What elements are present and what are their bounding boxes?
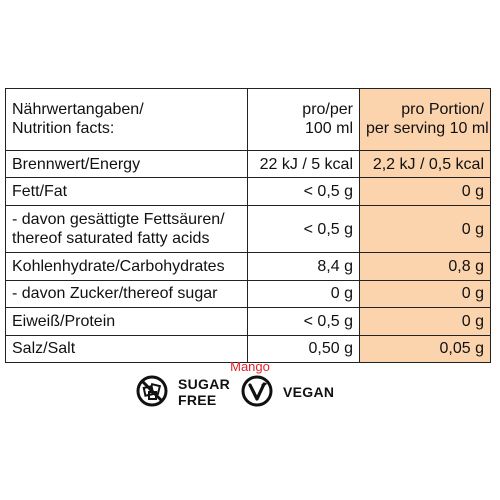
flavor-label: Mango <box>230 359 270 374</box>
row-serving: 0 g <box>359 204 491 254</box>
row-label: - davon gesättigte Fettsäuren/ thereof s… <box>5 204 248 254</box>
header-label-line2: Nutrition facts: <box>12 120 115 138</box>
sugar-free-line2: FREE <box>178 392 217 408</box>
row-label: Fett/Fat <box>5 177 248 206</box>
nutrition-table: Nährwertangaben/ Nutrition facts: pro/pe… <box>5 88 491 364</box>
header-serving-line1: pro Portion/ <box>401 101 484 119</box>
row-per100: 8,4 g <box>247 252 360 281</box>
row-label-line1: - davon gesättigte Fettsäuren/ <box>12 211 225 229</box>
header-serving-line2: per serving 10 ml <box>366 120 489 138</box>
header-label-cell: Nährwertangaben/ Nutrition facts: <box>5 88 248 151</box>
row-per100: < 0,5 g <box>247 204 360 254</box>
sugar-free-line1: SUGAR <box>178 376 231 392</box>
row-label: Kohlenhydrate/Carbohydrates <box>5 252 248 281</box>
sugar-free-label: SUGAR FREE <box>178 376 230 408</box>
table-row-energy: Brennwert/Energy 22 kJ / 5 kcal 2,2 kJ /… <box>5 149 491 179</box>
table-row-saturated-fat: - davon gesättigte Fettsäuren/ thereof s… <box>5 204 491 254</box>
header-per100-line1: pro/per <box>302 101 353 119</box>
footer-badges: Mango SUGAR FREE VEGAN <box>0 360 500 420</box>
row-per100: 22 kJ / 5 kcal <box>247 149 360 179</box>
row-label: Brennwert/Energy <box>5 149 248 179</box>
table-row-fat: Fett/Fat < 0,5 g 0 g <box>5 177 491 206</box>
row-serving: 0 g <box>359 177 491 206</box>
row-label: - davon Zucker/thereof sugar <box>5 279 248 309</box>
row-per100: < 0,5 g <box>247 307 360 336</box>
row-label-line2: thereof saturated fatty acids <box>12 230 210 248</box>
header-per100-cell: pro/per 100 ml <box>247 88 360 151</box>
row-serving: 2,2 kJ / 0,5 kcal <box>359 149 491 179</box>
vegan-v-leaf-icon <box>241 375 273 407</box>
row-serving: 0,05 g <box>359 334 491 364</box>
row-serving: 0 g <box>359 279 491 309</box>
vegan-label: VEGAN <box>283 384 335 400</box>
row-per100: 0 g <box>247 279 360 309</box>
row-serving: 0,8 g <box>359 252 491 281</box>
row-label: Eiweiß/Protein <box>5 307 248 336</box>
table-row-carbohydrates: Kohlenhydrate/Carbohydrates 8,4 g 0,8 g <box>5 252 491 281</box>
row-per100: < 0,5 g <box>247 177 360 206</box>
table-row-protein: Eiweiß/Protein < 0,5 g 0 g <box>5 307 491 336</box>
row-per100: 0,50 g <box>247 334 360 364</box>
row-label: Salz/Salt <box>5 334 248 364</box>
header-serving-cell: pro Portion/ per serving 10 ml <box>359 88 491 151</box>
table-row-sugar: - davon Zucker/thereof sugar 0 g 0 g <box>5 279 491 309</box>
table-row-salt: Salz/Salt 0,50 g 0,05 g <box>5 334 491 364</box>
header-label-line1: Nährwertangaben/ <box>12 101 144 119</box>
header-per100-line2: 100 ml <box>304 120 353 138</box>
table-header-row: Nährwertangaben/ Nutrition facts: pro/pe… <box>5 88 491 151</box>
row-serving: 0 g <box>359 307 491 336</box>
no-sugar-cubes-icon <box>136 375 168 407</box>
